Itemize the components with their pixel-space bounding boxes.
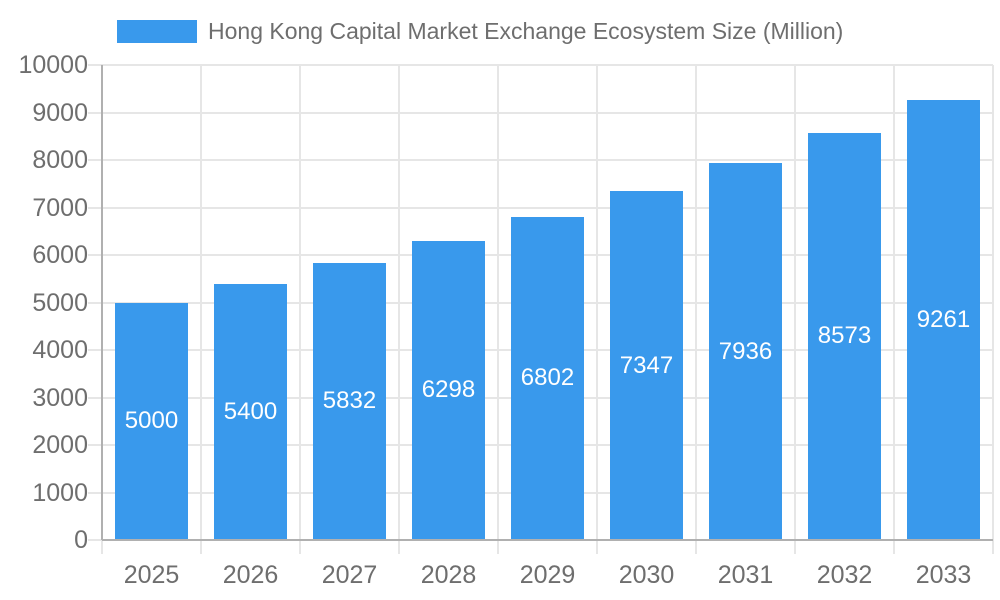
y-gridline	[88, 206, 993, 209]
y-axis-tick-label: 9000	[32, 98, 88, 127]
x-axis-tick-label: 2031	[717, 561, 774, 589]
legend-item[interactable]: Hong Kong Capital Market Exchange Ecosys…	[117, 18, 844, 44]
x-gridline	[695, 65, 697, 554]
y-axis-tick-label: 10000	[18, 51, 88, 79]
x-axis-tick-label: 2033	[915, 561, 972, 589]
y-gridline	[88, 159, 993, 161]
y-axis-tick-label: 1000	[32, 478, 88, 507]
bar-value-label-2032: 8573	[817, 322, 872, 350]
y-gridline	[88, 111, 993, 114]
bar-value-label-2025: 5000	[124, 407, 179, 435]
y-axis-tick-label: 8000	[32, 146, 88, 174]
x-axis-line	[102, 539, 993, 541]
y-axis-tick-label: 2000	[32, 431, 88, 459]
bar-value-label-2027: 5832	[322, 387, 377, 415]
bar-value-label-2030: 7347	[619, 351, 674, 379]
bar-value-label-2031: 7936	[718, 337, 773, 365]
x-gridline	[497, 65, 499, 554]
bar-value-label-2026: 5400	[223, 397, 278, 425]
y-axis-tick-label: 5000	[32, 288, 88, 317]
x-gridline	[992, 65, 994, 554]
x-gridline	[596, 65, 598, 554]
bar-2027	[313, 262, 386, 540]
legend-label: Hong Kong Capital Market Exchange Ecosys…	[208, 18, 844, 44]
bar-2032	[808, 132, 881, 540]
bar-2029	[511, 216, 584, 540]
x-gridline	[398, 65, 400, 554]
x-axis-tick-label: 2027	[321, 561, 378, 589]
bar-2026	[214, 283, 287, 540]
y-axis-tick-label: 4000	[32, 336, 88, 364]
bar-2033	[907, 100, 980, 540]
bar-value-label-2028: 6298	[421, 376, 476, 404]
bar-value-label-2033: 9261	[916, 306, 971, 334]
y-axis-tick-label: 6000	[32, 241, 88, 269]
y-axis-tick-label: 3000	[32, 383, 88, 412]
bar-2028	[412, 240, 485, 540]
x-axis-tick-label: 2030	[618, 561, 675, 589]
bar-2031	[709, 163, 782, 540]
x-gridline	[893, 65, 895, 554]
x-axis-tick-label: 2028	[420, 561, 477, 589]
y-axis-tick-label: 7000	[32, 193, 88, 222]
y-gridline	[88, 64, 993, 66]
x-gridline	[794, 65, 796, 554]
y-axis-line	[101, 65, 103, 540]
bar-2030	[610, 191, 683, 540]
x-axis-tick-label: 2032	[816, 561, 873, 589]
x-gridline	[299, 65, 301, 554]
x-gridline	[200, 65, 202, 554]
bar-value-label-2029: 6802	[520, 364, 575, 392]
x-axis-tick-label: 2026	[222, 561, 279, 589]
legend-swatch	[117, 20, 197, 43]
bar-2025	[115, 302, 188, 540]
y-axis-tick-label: 0	[74, 526, 88, 554]
x-axis-tick-label: 2025	[123, 561, 180, 589]
x-axis-tick-label: 2029	[519, 561, 576, 589]
